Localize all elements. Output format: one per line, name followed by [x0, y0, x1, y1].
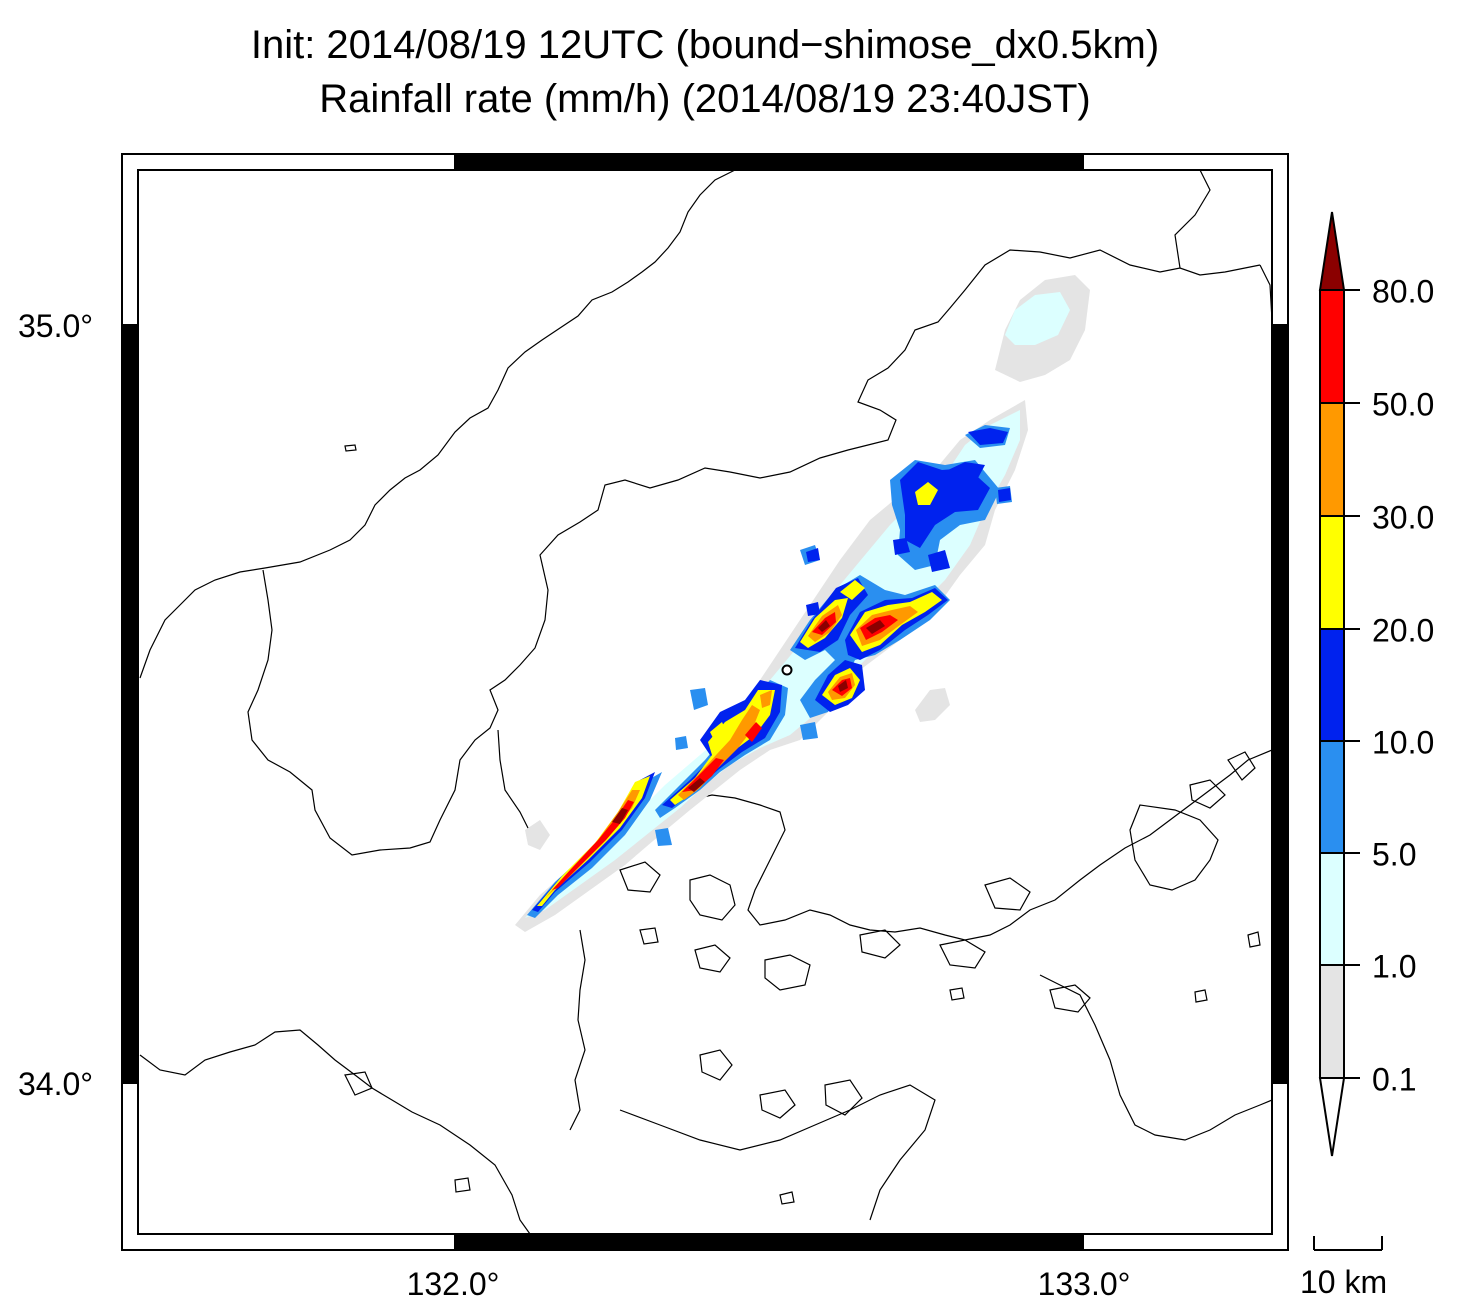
- island: [859, 929, 901, 959]
- island: [689, 874, 736, 921]
- island: [779, 1191, 795, 1205]
- rainfall-field: [515, 275, 1090, 932]
- colorbar-label: 5.0: [1372, 836, 1417, 873]
- island: [639, 927, 659, 945]
- colorbar: [1318, 211, 1360, 1157]
- island: [699, 1049, 733, 1081]
- rain-1-5: [525, 292, 1070, 918]
- prefecture-boundary: [1259, 264, 1273, 321]
- latitude-label-35: 35.0°: [18, 308, 94, 344]
- prefecture-boundary: [497, 729, 531, 833]
- scale-bar-label: 10 km: [1300, 1264, 1388, 1300]
- colorbar-bin-50-80: [1320, 290, 1344, 403]
- colorbar-bin-5-10: [1320, 741, 1344, 853]
- colorbar-bin-0.1-1: [1320, 965, 1344, 1078]
- island: [759, 1089, 796, 1119]
- south-coastline: [619, 1084, 936, 1221]
- map-frame: [121, 153, 1289, 1251]
- map-title-init: Init: 2014/08/19 12UTC (bound−shimose_dx…: [250, 23, 1160, 67]
- island: [939, 939, 986, 969]
- island: [1227, 751, 1256, 781]
- colorbar-top-triangle: [1320, 212, 1344, 290]
- island: [1194, 989, 1208, 1003]
- rain-above-80: [612, 620, 885, 824]
- south-coastline: [1039, 974, 1273, 1141]
- south-coastline: [569, 929, 586, 1131]
- map-title-rainfall: Rainfall rate (mm/h) (2014/08/19 23:40JS…: [319, 77, 1091, 121]
- island: [1247, 931, 1261, 948]
- island: [824, 1079, 863, 1116]
- colorbar-label: 10.0: [1372, 724, 1435, 761]
- rain-50-80: [552, 612, 898, 890]
- prefecture-boundary: [1174, 169, 1211, 269]
- colorbar-bottom-triangle: [1320, 1078, 1344, 1156]
- colorbar-label: 30.0: [1372, 499, 1435, 536]
- colorbar-label: 0.1: [1372, 1061, 1417, 1098]
- colorbar-label: 1.0: [1372, 948, 1417, 985]
- island: [764, 954, 811, 991]
- longitude-label-133: 133.0°: [1037, 1266, 1131, 1302]
- island: [344, 1071, 373, 1096]
- island: [694, 944, 731, 973]
- colorbar-label: 80.0: [1372, 273, 1435, 310]
- latitude-label-34: 34.0°: [18, 1066, 94, 1102]
- island: [984, 877, 1031, 911]
- north-coastline: [139, 169, 736, 679]
- island: [454, 1177, 471, 1193]
- island: [1189, 779, 1226, 809]
- location-marker: [781, 664, 793, 676]
- island: [619, 861, 661, 893]
- colorbar-bin-1-5: [1320, 853, 1344, 965]
- colorbar-bin-30-50: [1320, 403, 1344, 516]
- colorbar-bin-20-30: [1320, 516, 1344, 629]
- south-coastline: [139, 1029, 531, 1235]
- island: [1049, 984, 1091, 1013]
- colorbar-bin-10-20: [1320, 629, 1344, 741]
- colorbar-label: 50.0: [1372, 386, 1435, 423]
- prefecture-boundary: [247, 249, 1261, 856]
- longitude-label-132: 132.0°: [406, 1266, 500, 1302]
- south-coastline: [1129, 804, 1219, 891]
- colorbar-label: 20.0: [1372, 612, 1435, 649]
- rain-0.1-1: [515, 275, 1090, 932]
- island: [949, 987, 965, 1001]
- island: [344, 444, 357, 452]
- scale-bar: [1313, 1236, 1383, 1251]
